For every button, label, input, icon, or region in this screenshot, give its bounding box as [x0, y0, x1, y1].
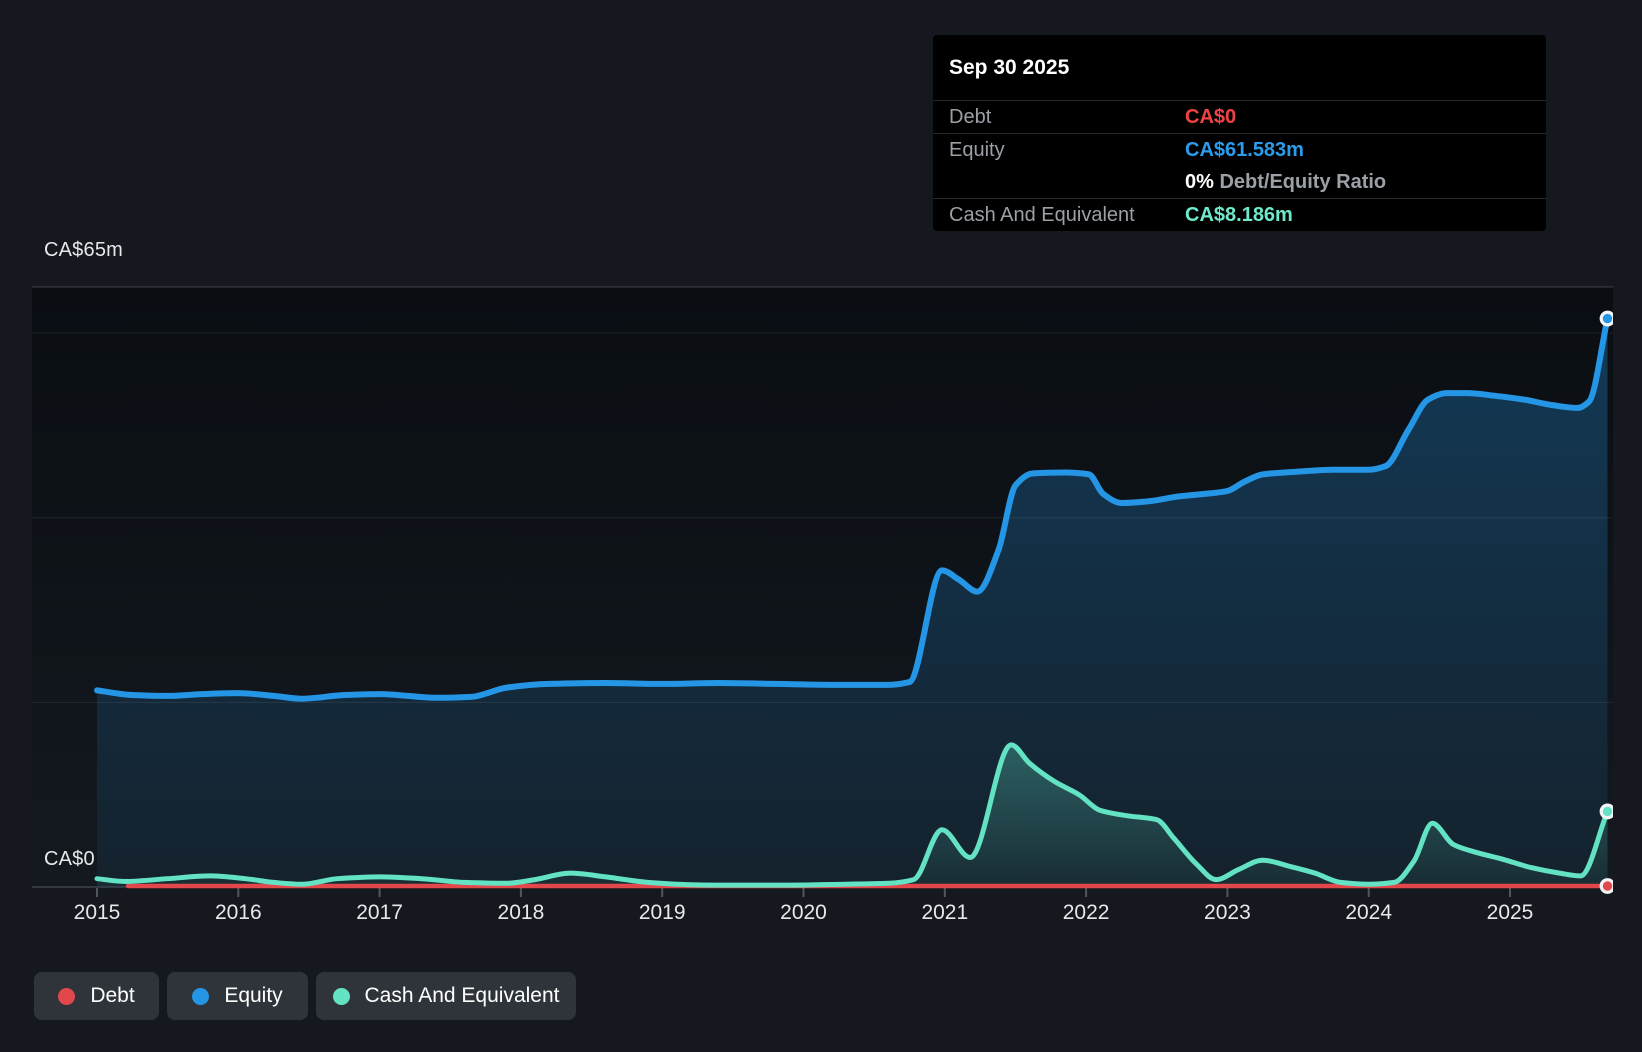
- cash-line: [94, 742, 1610, 888]
- tooltip-equity-label: Equity: [949, 138, 1005, 161]
- x-tick-label: 2018: [498, 901, 545, 924]
- tooltip-ratio-value: 0%: [1185, 170, 1214, 193]
- debt-series-dot-icon: [58, 987, 76, 1005]
- tooltip-debt-value: CA$0: [1185, 105, 1237, 128]
- tooltip-date: Sep 30 2025: [933, 35, 1546, 101]
- cash-end-marker: [1599, 803, 1613, 820]
- x-tick-label: 2025: [1487, 901, 1534, 924]
- chart-legend: Debt Equity Cash And Equivalent: [34, 972, 576, 1020]
- tooltip-row-ratio: 0% Debt/Equity Ratio: [933, 166, 1546, 199]
- equity-series-dot-icon: [192, 987, 210, 1005]
- tooltip-row-cash: Cash And Equivalent CA$8.186m: [933, 199, 1546, 231]
- x-tick-label: 2022: [1063, 901, 1110, 924]
- tooltip-ratio-label: Debt/Equity Ratio: [1213, 170, 1387, 193]
- tooltip-cash-label: Cash And Equivalent: [949, 203, 1135, 226]
- y-axis-max-label: CA$65m: [44, 239, 124, 261]
- debt-end-marker: [1599, 878, 1613, 894]
- tooltip-debt-label: Debt: [949, 105, 992, 128]
- cash-series-dot-icon: [332, 987, 350, 1005]
- tooltip-equity-value: CA$61.583m: [1185, 138, 1304, 161]
- legend-item-label: Debt: [90, 984, 135, 1007]
- equity-end-marker: [1599, 310, 1613, 327]
- equity-area-fill: [97, 318, 1608, 888]
- x-tick-label: 2023: [1204, 901, 1251, 924]
- legend-item-equity[interactable]: Equity: [167, 972, 308, 1020]
- tooltip-row-equity: Equity CA$61.583m: [933, 134, 1546, 166]
- x-tick-label: 2015: [74, 901, 121, 924]
- equity-line: [94, 315, 1611, 702]
- x-tick-label: 2021: [921, 901, 968, 924]
- x-tick-label: 2016: [215, 901, 262, 924]
- cash-area-fill: [97, 744, 1608, 887]
- y-axis-zero-label: CA$0: [44, 848, 95, 870]
- x-tick-label: 2017: [356, 901, 403, 924]
- legend-item-label: Equity: [224, 984, 283, 1007]
- legend-item-cash[interactable]: Cash And Equivalent: [316, 972, 576, 1020]
- x-tick-label: 2024: [1345, 901, 1392, 924]
- x-tick-label: 2019: [639, 901, 686, 924]
- x-tick-label: 2020: [780, 901, 827, 924]
- chart-tooltip: Sep 30 2025 Debt CA$0 Equity CA$61.583m …: [933, 35, 1546, 231]
- tooltip-cash-value: CA$8.186m: [1185, 203, 1293, 226]
- tooltip-row-debt: Debt CA$0: [933, 101, 1546, 134]
- legend-item-label: Cash And Equivalent: [364, 984, 560, 1007]
- legend-item-debt[interactable]: Debt: [34, 972, 159, 1020]
